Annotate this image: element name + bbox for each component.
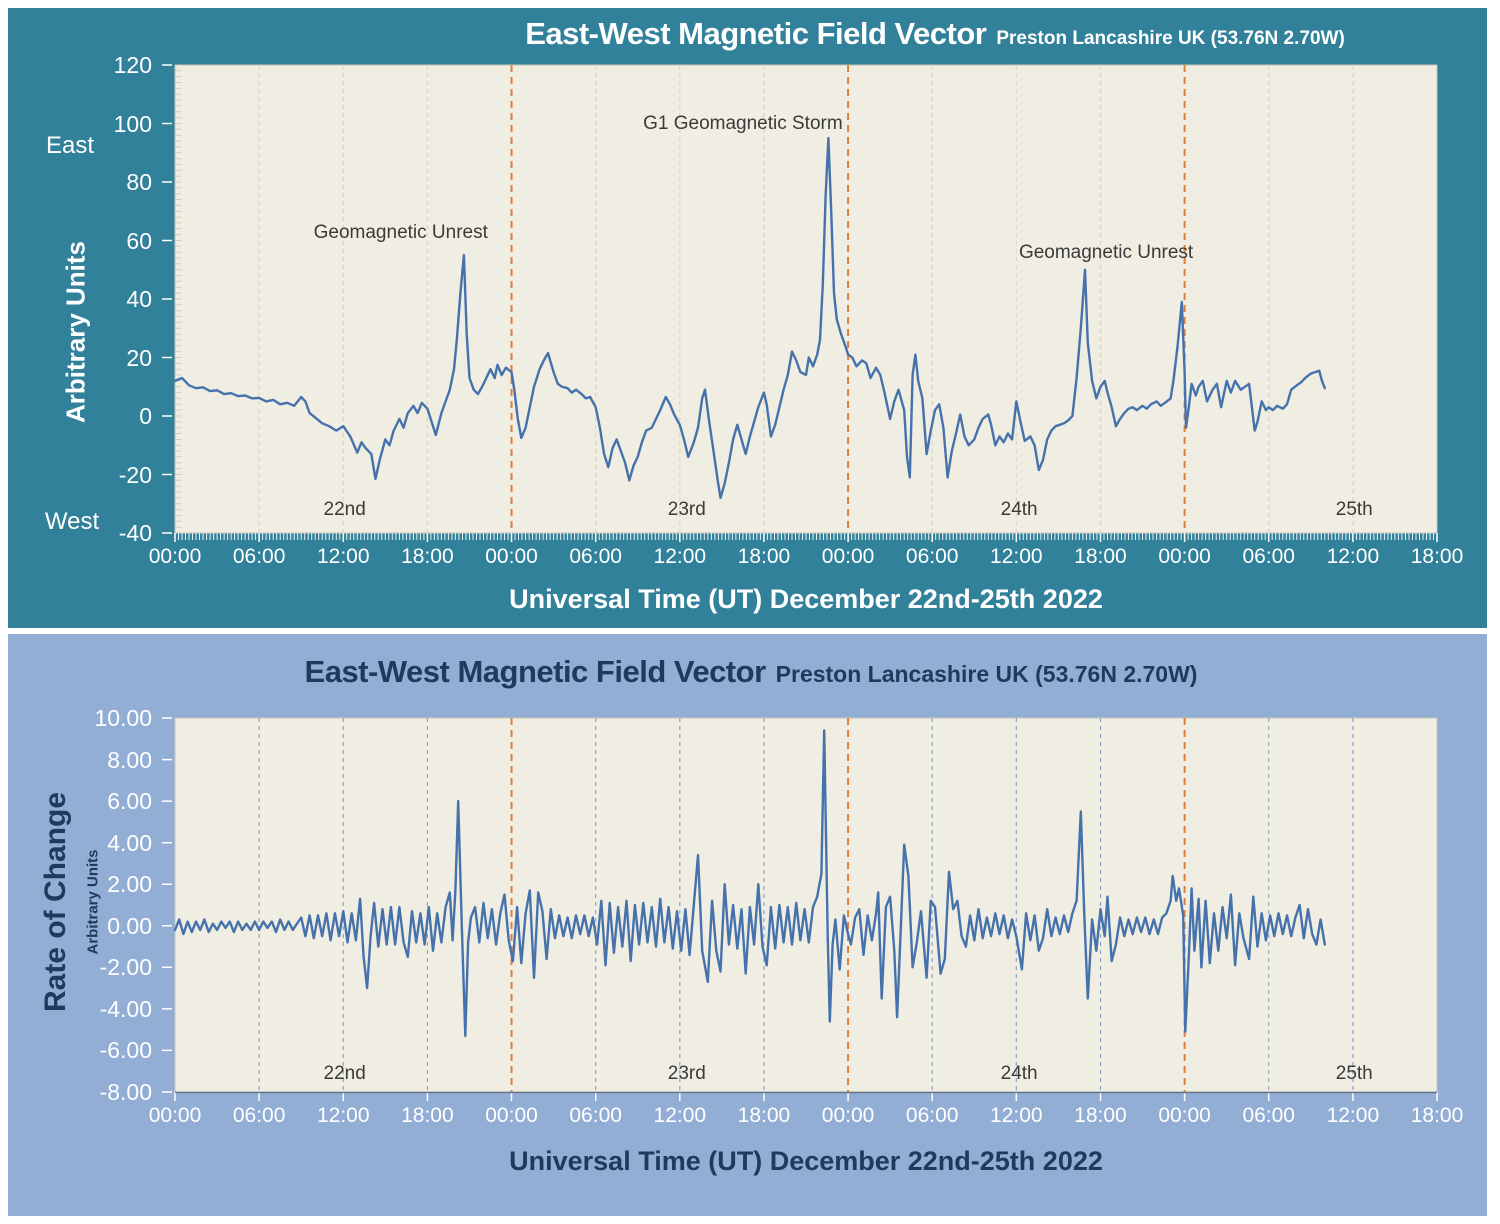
x-tick-label: 06:00 [569, 545, 622, 568]
x-tick-label: 18:00 [1074, 545, 1127, 568]
x-tick-label: 06:00 [1242, 545, 1295, 568]
y-tick-label: 40 [126, 286, 152, 312]
x-tick-label: 06:00 [1242, 1104, 1295, 1127]
x-major-ticks [174, 533, 1438, 542]
y-tick-label: 20 [126, 344, 152, 371]
day-label: 22nd [323, 1063, 366, 1084]
day-label: 25th [1335, 1063, 1373, 1084]
x-tick-label: 00:00 [821, 545, 875, 568]
y-tick-label: -6.00 [99, 1037, 152, 1064]
x-tick-label: 12:00 [1326, 1104, 1380, 1127]
x-minor-ticks [174, 533, 1438, 540]
series-line [173, 136, 1327, 500]
x-tick-label: 12:00 [990, 1104, 1043, 1127]
bottom-chart-title: East-West Magnetic Field Vector Preston L… [305, 654, 1198, 690]
x-tick-label: 12:00 [653, 1104, 707, 1127]
x-tick-label: 18:00 [1410, 1104, 1464, 1127]
top-chart-title-main: East-West Magnetic Field Vector [525, 16, 987, 51]
y-tick-label: 120 [113, 52, 152, 78]
y-major-ticks [162, 64, 172, 534]
y-tick-label: 60 [126, 227, 152, 254]
day-label: 23rd [667, 1063, 706, 1084]
y-tick-label: 2.00 [107, 871, 152, 898]
x-tick-label: 12:00 [653, 545, 707, 568]
east-direction-label: East [45, 132, 95, 159]
west-direction-label: West [44, 508, 100, 535]
y-minor-ticks [175, 64, 182, 534]
x-tick-label: 06:00 [232, 545, 286, 568]
annotation-label: Geomagnetic Unrest [1018, 241, 1194, 263]
x-tick-label: 00:00 [485, 545, 538, 568]
bottom-chart-title-main: East-West Magnetic Field Vector [304, 654, 767, 689]
plot-area [174, 64, 1438, 534]
series-line [173, 729, 1327, 1038]
y-tick-label: 100 [113, 110, 152, 137]
plot-area [174, 717, 1438, 1093]
x-tick-label: 18:00 [401, 545, 454, 568]
x-tick-label: 18:00 [1074, 1104, 1127, 1127]
y-tick-label: 6.00 [107, 788, 152, 815]
x-tick-label: 00:00 [485, 1104, 538, 1127]
x-tick-label: 06:00 [905, 1104, 959, 1127]
x-tick-label: 18:00 [737, 545, 791, 568]
bottom-chart-title-sub: Preston Lancashire UK (53.76N 2.70W) [775, 661, 1198, 687]
y-tick-label: -8.00 [99, 1079, 152, 1105]
x-tick-label: 00:00 [1158, 1104, 1211, 1127]
x-tick-label: 18:00 [1410, 545, 1464, 568]
y-tick-label: 80 [126, 169, 152, 195]
y-tick-label: -40 [118, 520, 152, 546]
top-chart-title-sub: Preston Lancashire UK (53.76N 2.70W) [996, 28, 1345, 49]
y-major-ticks [162, 717, 172, 1093]
y-tick-label: 10.00 [94, 705, 152, 731]
x-major-ticks [174, 1092, 1438, 1101]
y-tick-label: -4.00 [99, 995, 152, 1022]
day-label: 25th [1335, 499, 1373, 520]
top-chart-title: East-West Magnetic Field Vector Preston L… [525, 16, 1345, 52]
x-tick-label: 12:00 [316, 545, 370, 568]
x-tick-label: 06:00 [232, 1104, 286, 1127]
y-tick-label: -2.00 [99, 954, 152, 981]
day-label: 24th [1000, 499, 1038, 520]
x-tick-label: 00:00 [1158, 545, 1211, 568]
bottom-x-axis-title: Universal Time (UT) December 22nd-25th 2… [509, 1146, 1103, 1176]
y-tick-label: -20 [118, 461, 152, 488]
x-tick-label: 06:00 [905, 545, 959, 568]
x-tick-label: 18:00 [401, 1104, 454, 1127]
y-tick-label: 0.00 [107, 912, 152, 939]
y-tick-label: 8.00 [107, 746, 152, 773]
annotation-label: Geomagnetic Unrest [313, 222, 488, 244]
x-tick-label: 00:00 [821, 1104, 875, 1127]
day-label: 23rd [667, 499, 706, 520]
x-tick-label: 00:00 [148, 1104, 202, 1127]
day-label: 24th [1000, 1063, 1038, 1084]
x-tick-label: 12:00 [316, 1104, 370, 1127]
y-tick-label: 4.00 [107, 829, 152, 856]
x-tick-label: 12:00 [1326, 545, 1380, 568]
x-tick-label: 06:00 [569, 1104, 622, 1127]
x-tick-label: 18:00 [737, 1104, 791, 1127]
day-label: 22nd [323, 499, 366, 520]
top-y-axis-title: Arbitrary Units [60, 240, 91, 424]
x-tick-label: 00:00 [148, 545, 202, 568]
top-x-axis-title: Universal Time (UT) December 22nd-25th 2… [509, 584, 1103, 614]
annotation-label: G1 Geomagnetic Storm [643, 112, 843, 134]
x-tick-label: 12:00 [990, 545, 1043, 568]
y-tick-label: 0 [139, 403, 152, 429]
